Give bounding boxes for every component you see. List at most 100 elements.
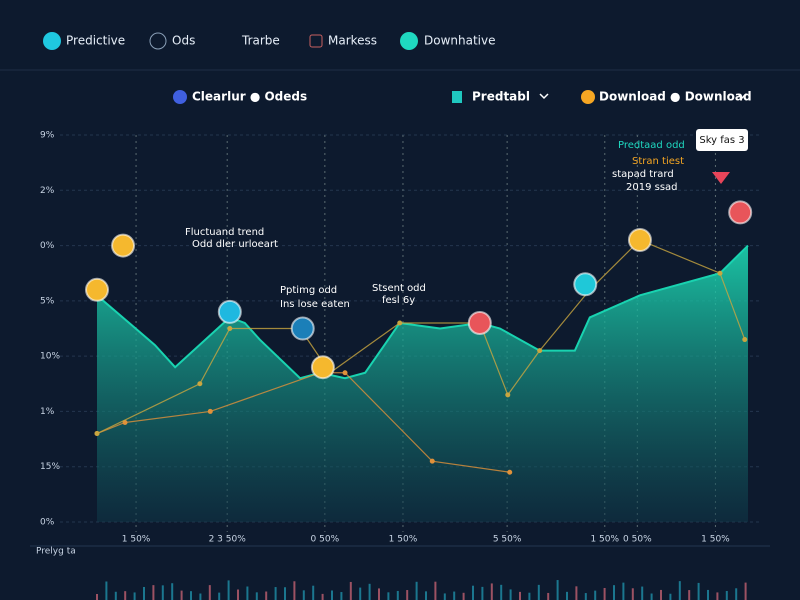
annotation: 2019 ssad — [626, 182, 678, 193]
overview-bar — [246, 586, 249, 600]
nav-item[interactable]: Ods — [172, 34, 195, 48]
legend-text: Clearlur ● Odeds — [192, 90, 307, 104]
overview-bar — [349, 581, 352, 600]
point — [197, 381, 203, 387]
point — [505, 392, 511, 398]
overview-bar — [105, 581, 108, 600]
overview-bar — [199, 593, 202, 600]
overview-bar — [274, 587, 277, 600]
overview-bar — [359, 587, 362, 600]
y-tick-label: 5% — [40, 296, 55, 306]
overview-bar — [237, 589, 239, 600]
overview-bar — [312, 585, 315, 600]
overview-bar — [378, 588, 380, 600]
overview-bar — [537, 584, 540, 600]
nav-item[interactable]: Trarbe — [241, 34, 280, 48]
overview-bar — [641, 586, 644, 600]
footer-label: Prelyg ta — [36, 547, 76, 557]
overview-bar — [528, 592, 531, 600]
chevron — [539, 93, 549, 100]
overview-bar — [255, 592, 258, 600]
select[interactable]: Predtabl — [472, 90, 530, 104]
y-tick-label: 10% — [40, 352, 60, 362]
point — [429, 458, 435, 464]
marker — [467, 310, 492, 335]
nav-icon — [309, 34, 323, 48]
overview-bar — [575, 586, 578, 600]
nav-item[interactable]: Downhative — [424, 34, 495, 48]
marker — [573, 272, 598, 297]
x-tick-label: 0 50% — [623, 535, 652, 545]
overview-bar — [415, 581, 418, 600]
overview-bar — [509, 589, 512, 600]
area — [97, 245, 748, 523]
overview-bar — [603, 587, 606, 600]
annotation: Odd dler urloeart — [192, 239, 278, 250]
point — [742, 337, 748, 343]
overview-bar — [688, 590, 691, 600]
overview-bar — [678, 581, 681, 600]
marker — [290, 316, 315, 341]
overview-bar — [180, 590, 183, 600]
overview-bar — [284, 587, 286, 600]
point — [537, 348, 543, 354]
point — [227, 326, 233, 331]
annotation: stapad trard — [612, 169, 674, 180]
overview-bar — [707, 589, 709, 600]
overview-bar — [669, 593, 672, 600]
nav-icon — [43, 32, 61, 50]
download[interactable]: Download ● Download — [599, 90, 752, 104]
tooltip-pointer — [712, 172, 730, 184]
overview-bar — [368, 583, 371, 600]
x-tick-label: 1 50% — [389, 535, 418, 545]
nav-item[interactable]: Markess — [328, 34, 377, 48]
overview-bar — [650, 593, 653, 600]
overview-bar — [594, 590, 597, 600]
overview-bar — [622, 582, 625, 600]
legend-icon — [173, 90, 187, 104]
overview-bar — [453, 591, 456, 600]
overview-bar — [481, 586, 484, 600]
overview-bar — [547, 592, 550, 600]
overview-bar — [396, 590, 399, 600]
annotation: Fluctuand trend — [185, 227, 264, 238]
y-tick-label: 0% — [40, 518, 55, 528]
point — [507, 469, 513, 475]
overview-bar — [133, 592, 136, 600]
point — [717, 270, 723, 276]
overview-bar — [631, 588, 634, 600]
annotation: fesl 6y — [382, 295, 415, 306]
overview-bar — [500, 584, 503, 600]
overview-bar — [321, 593, 324, 600]
marker — [627, 228, 652, 253]
x-tick-label: 1 50% — [701, 535, 730, 545]
overview-bar — [227, 580, 230, 600]
overview-bar — [490, 583, 493, 600]
overview-bar — [171, 583, 174, 600]
y-tick-label: 15% — [40, 462, 60, 472]
overview-bar — [735, 588, 738, 600]
point — [342, 370, 348, 376]
x-tick-label: 2 3 50% — [209, 535, 247, 545]
overview-bar — [114, 591, 117, 600]
annotation: Stsent odd — [372, 283, 426, 294]
overview-bar — [744, 582, 747, 600]
overview-bar — [443, 593, 446, 600]
overview-bar — [387, 592, 390, 600]
overview-bar — [462, 592, 465, 600]
tooltip-text: Sky fas 3 — [699, 135, 744, 146]
y-tick-label: 2% — [40, 186, 55, 196]
select-icon — [452, 91, 462, 103]
nav-item[interactable]: Predictive — [66, 34, 125, 48]
overview-bar — [265, 591, 268, 600]
nav-icon — [149, 32, 167, 50]
overview-bar — [208, 585, 211, 600]
overview-bar — [143, 586, 145, 600]
point — [207, 408, 213, 414]
x-tick-label: 1 50% — [122, 535, 151, 545]
overview-bar — [716, 592, 719, 600]
marker — [85, 277, 109, 302]
annotation: Ins lose eaten — [280, 299, 350, 310]
overview-bar — [472, 585, 474, 600]
point — [94, 431, 100, 437]
